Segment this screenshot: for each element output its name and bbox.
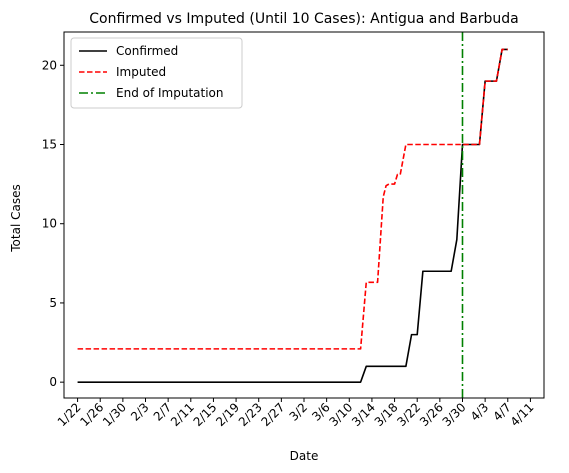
y-axis: 0 5 10 15 20 — [42, 58, 64, 389]
y-tick-label: 20 — [42, 58, 57, 72]
x-tick-label: 1/26 — [77, 400, 106, 429]
x-tick-label: 2/3 — [128, 400, 152, 424]
x-tick-label: 1/22 — [55, 400, 84, 429]
x-tick-label: 3/2 — [287, 400, 311, 424]
x-tick-label: 3/22 — [394, 400, 423, 429]
x-tick-label: 2/19 — [213, 400, 242, 429]
x-tick-label: 3/18 — [372, 400, 401, 429]
x-axis: 1/221/261/30 2/3 2/72/112/152/192/232/27 3/… — [55, 398, 537, 429]
chart-title: Confirmed vs Imputed (Until 10 Cases): A… — [89, 11, 518, 27]
x-tick-label: 1/30 — [100, 400, 129, 429]
legend-entry-label: Imputed — [116, 65, 166, 79]
x-tick-label: 2/27 — [259, 400, 288, 429]
legend-entry-label: End of Imputation — [116, 86, 224, 100]
x-tick-label: 3/14 — [349, 400, 378, 429]
y-axis-label: Total Cases — [9, 184, 23, 252]
legend: Confirmed Imputed End of Imputation — [71, 38, 242, 108]
x-tick-label: 2/11 — [168, 400, 197, 429]
y-tick-label: 10 — [42, 217, 57, 231]
x-axis-label: Date — [290, 449, 319, 463]
x-tick-label: 2/15 — [191, 400, 220, 429]
x-tick-label: 3/10 — [326, 400, 355, 429]
x-tick-label: 3/30 — [440, 400, 469, 429]
x-tick-label: 3/26 — [417, 400, 446, 429]
y-tick-label: 5 — [49, 296, 57, 310]
legend-entry-label: Confirmed — [116, 44, 178, 58]
y-tick-label: 0 — [49, 375, 57, 389]
x-tick-label: 4/3 — [468, 400, 492, 424]
y-tick-label: 15 — [42, 137, 57, 151]
x-tick-label: 2/23 — [236, 400, 265, 429]
x-tick-label: 4/11 — [508, 400, 537, 429]
